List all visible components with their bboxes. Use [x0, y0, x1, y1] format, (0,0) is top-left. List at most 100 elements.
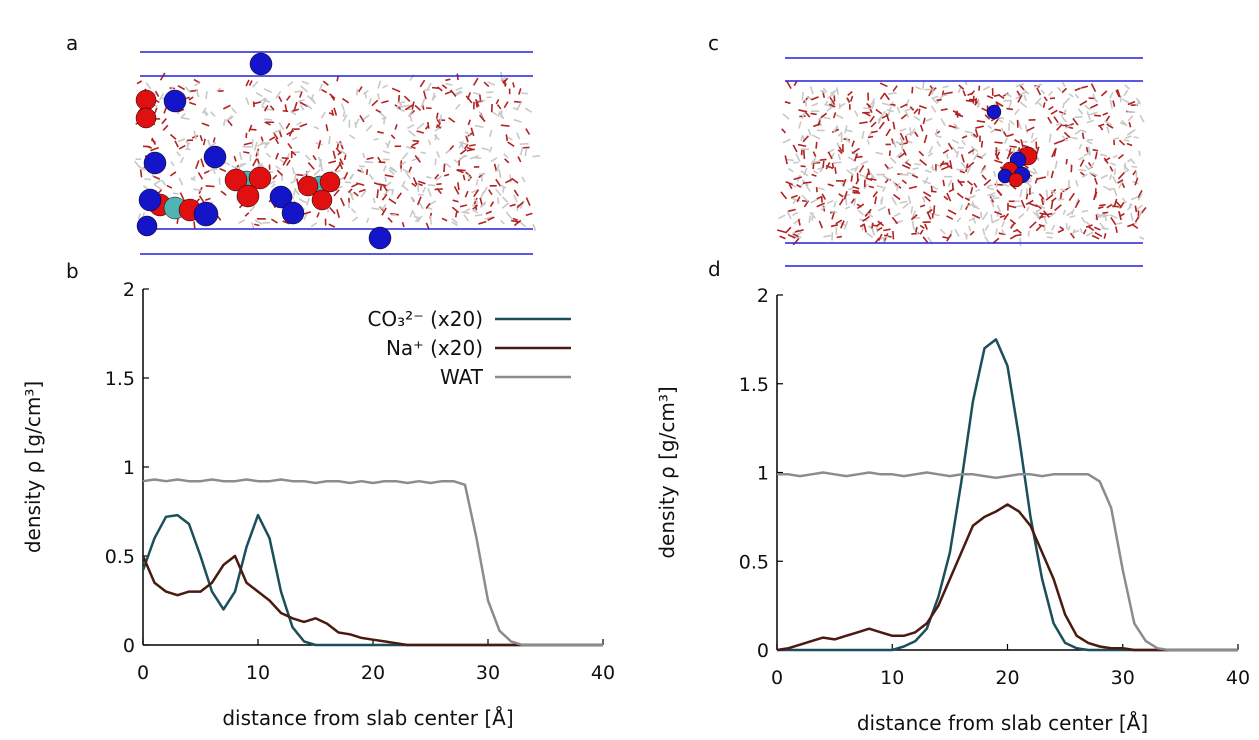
water — [329, 93, 336, 100]
water — [811, 102, 819, 107]
water — [362, 152, 366, 159]
water — [1113, 137, 1120, 141]
water — [810, 96, 819, 101]
water — [931, 95, 939, 100]
water — [453, 186, 460, 195]
water — [517, 156, 522, 163]
water — [158, 93, 165, 101]
water — [172, 192, 179, 195]
water — [381, 116, 387, 120]
water — [179, 192, 185, 200]
water — [1039, 204, 1046, 210]
water — [1054, 160, 1058, 169]
water — [836, 142, 841, 148]
y-tick-label: 2 — [123, 279, 135, 301]
water — [453, 159, 459, 164]
water — [1051, 197, 1057, 203]
water — [990, 199, 995, 208]
water — [306, 197, 310, 206]
water — [1039, 212, 1047, 216]
water — [1070, 164, 1073, 173]
water — [804, 183, 811, 192]
water — [1137, 190, 1143, 199]
water — [334, 163, 341, 172]
water — [483, 81, 490, 88]
water — [242, 145, 252, 148]
water — [911, 174, 919, 179]
water — [525, 212, 533, 217]
water — [270, 183, 276, 188]
water — [451, 221, 458, 227]
water — [342, 114, 348, 122]
water — [786, 211, 792, 220]
water — [928, 89, 933, 97]
water — [947, 179, 953, 187]
water — [819, 89, 826, 94]
water — [941, 165, 950, 171]
water — [942, 149, 950, 154]
water — [205, 91, 208, 99]
water — [245, 79, 250, 87]
water — [1119, 201, 1125, 209]
water — [960, 154, 965, 163]
ion — [224, 168, 248, 192]
water — [1045, 194, 1054, 201]
water — [373, 182, 381, 186]
water — [994, 128, 1002, 132]
water — [1037, 101, 1043, 107]
water — [288, 127, 295, 137]
water — [1068, 192, 1075, 201]
water — [434, 158, 437, 166]
water — [840, 220, 845, 229]
water — [439, 114, 442, 123]
water — [1015, 228, 1022, 234]
water — [480, 201, 487, 207]
water — [252, 158, 258, 167]
water — [781, 128, 787, 134]
water — [524, 107, 533, 113]
x-tick-label: 10 — [880, 667, 904, 689]
water — [913, 108, 919, 115]
water — [889, 157, 897, 164]
water — [377, 93, 380, 100]
water — [472, 91, 480, 96]
water — [1030, 137, 1038, 144]
water — [798, 109, 808, 113]
water — [488, 189, 493, 196]
water — [820, 205, 826, 211]
water — [880, 110, 887, 117]
water — [975, 188, 981, 193]
water — [1058, 110, 1066, 115]
water — [965, 233, 968, 240]
water — [351, 182, 359, 188]
water — [497, 110, 501, 118]
water — [294, 90, 302, 93]
water — [398, 101, 406, 104]
water — [244, 212, 250, 217]
water — [1127, 157, 1133, 163]
water — [971, 213, 981, 219]
water — [513, 118, 522, 123]
water — [801, 112, 806, 120]
water — [826, 106, 833, 112]
water — [834, 167, 837, 174]
water — [317, 156, 323, 165]
water — [1069, 215, 1076, 219]
water — [910, 206, 914, 214]
water — [833, 161, 842, 164]
water — [305, 103, 313, 110]
water — [497, 197, 500, 204]
panel-label: d — [708, 257, 721, 281]
water — [838, 198, 845, 206]
water — [293, 173, 297, 181]
water — [779, 235, 786, 240]
water — [513, 100, 522, 104]
water — [1036, 176, 1046, 180]
water — [478, 114, 486, 123]
water — [1112, 100, 1116, 107]
water — [819, 158, 827, 162]
water — [318, 83, 323, 92]
water — [827, 92, 836, 99]
water — [1134, 205, 1138, 213]
water — [445, 78, 451, 82]
